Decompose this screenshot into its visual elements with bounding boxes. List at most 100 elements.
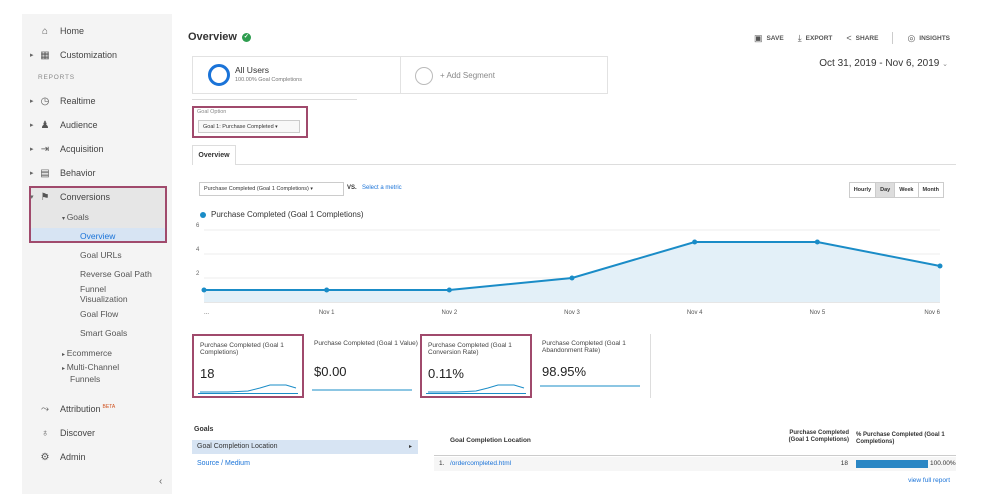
segment-ring-icon [208,64,230,86]
goal-completions-chart: 2 4 6... Nov 1 Nov 2 Nov 3 Nov 4 Nov 5 Nov 6 [196,223,943,316]
goal-location-link[interactable]: /ordercompleted.html [450,460,512,467]
data-point[interactable] [692,239,698,245]
sidebar-item-funnel-visualization[interactable]: Funnel Visualization [80,284,128,304]
data-point[interactable] [201,287,207,293]
metric-select[interactable]: Purchase Completed (Goal 1 Completions) … [199,182,344,196]
data-point[interactable] [446,287,452,293]
goals-dimension-source-medium[interactable]: Source / Medium [197,460,250,467]
insights-button[interactable]: ◎ INSIGHTS [907,32,950,43]
chevron-down-icon: ▾ [62,216,67,222]
sidebar-item-multichannel-funnels[interactable]: ▸ Multi-Channel Funnels [62,362,120,384]
dashboard-grid-icon: ▦ [40,49,50,61]
goals-heading: Goals [194,426,214,433]
chevron-right-icon: ▸ [30,170,34,177]
lightbulb-icon: ♁ [41,427,49,439]
granularity-week-button[interactable]: Week [895,183,919,197]
granularity-month-button[interactable]: Month [922,187,940,193]
overview-selected-row [31,228,165,241]
sidebar-item-attribution[interactable]: ⤳ Attribution BETA [41,403,116,415]
reports-section-label: REPORTS [38,74,75,81]
x-tick-label: ... [204,310,209,316]
table-header-percent: % Purchase Completed (Goal 1 Completions… [856,432,945,445]
series-area [204,242,940,302]
share-button[interactable]: < SHARE [846,33,879,43]
table-row: 1. /ordercompleted.html 18 100.00% [434,457,956,471]
sidebar-item-smart-goals[interactable]: Smart Goals [80,328,128,338]
add-segment-button[interactable]: + Add Segment [440,71,495,80]
scorecard-conversion-rate[interactable]: Purchase Completed (Goal 1 Conversion Ra… [420,334,532,398]
gear-icon: ⚙ [40,451,50,463]
y-tick-label: 2 [196,271,200,277]
chevron-right-icon: ▸ [30,52,34,59]
sidebar-item-acquisition[interactable]: ▸ ⇥ Acquisition [30,143,104,155]
goal-option-highlight: Goal Option Goal 1: Purchase Completed ▾ [192,106,308,138]
x-tick-label: Nov 6 [924,310,940,316]
percent-bar [856,460,928,468]
scorecard-value[interactable]: Purchase Completed (Goal 1 Value) $0.00 [308,334,420,398]
collapse-sidebar-icon[interactable]: ‹ [159,476,163,487]
legend-dot [200,211,206,218]
behavior-icon: ▤ [40,167,50,179]
home-icon: ⌂ [41,25,49,37]
sidebar-item-goal-flow[interactable]: Goal Flow [80,309,119,319]
sidebar-item-goal-overview[interactable]: Overview [80,231,116,241]
sidebar-item-ecommerce[interactable]: ▸ Ecommerce [62,348,113,358]
y-tick-label: 6 [196,223,200,229]
sidebar-item-conversions[interactable]: ▾ ⚑ Conversions [30,191,111,203]
view-full-report-link[interactable]: view full report [908,477,950,484]
data-point[interactable] [569,275,575,281]
x-tick-label: Nov 5 [809,310,825,316]
attribution-icon: ⤳ [41,403,49,415]
chevron-right-icon: ▸ [408,444,412,450]
add-segment-ring-icon [415,67,433,85]
chevron-right-icon: ▸ [62,366,67,372]
data-point[interactable] [937,263,943,269]
granularity-hourly-button[interactable]: Hourly [850,183,877,197]
save-icon: ▣ [753,32,763,43]
segment-all-users[interactable]: All Users 100.00% Goal Completions [193,57,401,93]
goal-option-divider [192,99,357,100]
sidebar-item-audience[interactable]: ▸ ♟ Audience [30,119,98,131]
sparkline-abandonment-rate [540,385,640,387]
chevron-down-icon: ▾ [275,124,278,130]
sidebar-item-reverse-goal-path[interactable]: Reverse Goal Path [80,269,152,279]
report-actions: ▣ SAVE ⤓ EXPORT < SHARE ◎ INSIGHTS [754,32,950,44]
flag-icon: ⚑ [40,191,50,203]
granularity-day-button[interactable]: Day [876,183,896,197]
x-tick-label: Nov 2 [441,310,457,316]
download-icon: ⤓ [797,32,802,43]
scorecard-abandonment-rate[interactable]: Purchase Completed (Goal 1 Abandonment R… [536,334,648,398]
tab-overview[interactable]: Overview [192,145,236,165]
chevron-right-icon: ▸ [30,122,34,129]
data-point[interactable] [814,239,820,245]
x-tick-label: Nov 3 [564,310,580,316]
sparkline-value [312,389,412,391]
goals-dimension-selected[interactable]: Goal Completion Location ▸ [192,440,418,454]
sidebar-item-discover[interactable]: ♁ Discover [22,422,172,444]
save-button[interactable]: ▣ SAVE [753,32,784,43]
sidebar-item-realtime[interactable]: ▸ ◷ Realtime [30,95,96,107]
actions-divider [892,32,894,44]
sidebar-item-behavior[interactable]: ▸ ▤ Behavior [30,167,96,179]
table-header-divider [434,455,956,456]
sidebar-item-home[interactable]: ⌂ Home [22,20,172,42]
select-metric-link[interactable]: Select a metric [362,185,402,191]
main-content: Overview ✓ ▣ SAVE ⤓ EXPORT < SHARE ◎ INSIGHT… [172,14,970,494]
tab-divider [236,164,956,165]
export-button[interactable]: ⤓ EXPORT [797,32,833,43]
date-range-picker[interactable]: Oct 31, 2019 - Nov 6, 2019 ⌄ [819,58,948,69]
sidebar-item-admin[interactable]: ⚙ Admin [40,451,86,463]
table-header-completions: Purchase Completed (Goal 1 Completions) [788,430,849,443]
scorecard-completions[interactable]: Purchase Completed (Goal 1 Completions) … [192,334,304,398]
data-point[interactable] [324,287,330,293]
chevron-right-icon: ▸ [30,146,34,153]
chevron-down-icon: ▾ [310,186,313,192]
sidebar-item-goals[interactable]: ▾ Goals [62,212,89,222]
table-header-location: Goal Completion Location [450,437,531,444]
sidebar: ⌂ Home ▸ ▦ Customization REPORTS ▸ ◷ Rea… [22,14,172,494]
goal-option-select[interactable]: Goal 1: Purchase Completed ▾ [198,120,300,133]
sidebar-item-customization[interactable]: ▸ ▦ Customization [30,49,118,61]
sidebar-item-goal-urls[interactable]: Goal URLs [80,250,122,260]
acquisition-icon: ⇥ [40,143,50,155]
